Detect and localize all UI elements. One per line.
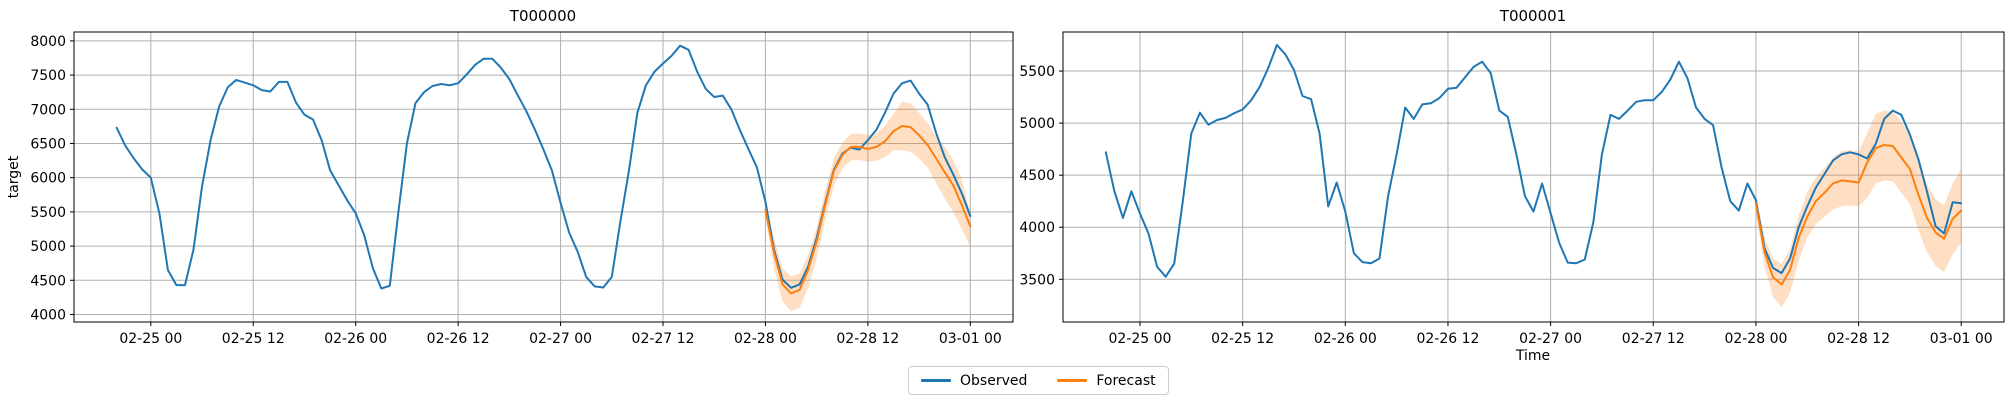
xtick-label: 02-28 00 xyxy=(1724,331,1787,347)
xtick-label: 02-26 00 xyxy=(1314,331,1377,347)
panel-title-t000001: T000001 xyxy=(1499,7,1567,25)
grid-T000000 xyxy=(74,32,1013,322)
xtick-label: 03-01 00 xyxy=(939,331,1002,347)
xtick-label: 02-27 12 xyxy=(1622,331,1685,347)
panel-title-t000000: T000000 xyxy=(509,7,577,25)
xtick-label: 02-28 12 xyxy=(836,331,899,347)
observed-line-swatch xyxy=(921,379,951,382)
ytick-label: 4000 xyxy=(1019,220,1055,236)
xtick-label: 02-26 00 xyxy=(324,331,387,347)
y-axis-label-target: target xyxy=(6,155,22,199)
forecast-line-swatch xyxy=(1057,379,1088,382)
xtick-label: 02-25 12 xyxy=(222,331,285,347)
panel-T000000: 4000 4500 5000 5500 6000 6500 7000 7500 8000 02-2… xyxy=(30,31,1014,347)
legend-label-observed: Observed xyxy=(960,372,1028,389)
xtick-label: 02-25 12 xyxy=(1211,331,1274,347)
xtick-label: 02-27 00 xyxy=(1519,331,1582,347)
ytick-label: 6500 xyxy=(30,136,66,152)
ticks-T000001: 3500 4000 4500 5000 5500 02-25 00 02-25 12 02-2… xyxy=(1019,64,1992,347)
ytick-label: 4500 xyxy=(1019,168,1055,184)
xtick-label: 02-27 00 xyxy=(529,331,592,347)
observed-line-T000001 xyxy=(1104,44,1963,278)
legend-item-forecast: Forecast xyxy=(1057,372,1156,389)
xtick-label: 02-28 00 xyxy=(734,331,797,347)
ytick-label: 5500 xyxy=(30,205,66,221)
legend-item-observed: Observed xyxy=(921,373,1027,389)
ticks-T000000: 4000 4500 5000 5500 6000 6500 7000 7500 8000 02-2… xyxy=(30,34,1001,347)
confidence-band-T000000 xyxy=(765,101,971,312)
x-axis-label-time: Time xyxy=(1515,348,1551,364)
ytick-label: 7500 xyxy=(30,68,66,84)
xtick-label: 02-25 00 xyxy=(1109,331,1172,347)
ytick-label: 7000 xyxy=(30,102,66,118)
xtick-label: 02-28 12 xyxy=(1827,331,1890,347)
ytick-label: 4000 xyxy=(30,307,66,323)
xtick-label: 02-26 12 xyxy=(1416,331,1479,347)
ytick-label: 5000 xyxy=(30,239,66,255)
panel-T000001: 3500 4000 4500 5000 5500 02-25 00 02-25 12 02-2… xyxy=(1019,31,2005,347)
ytick-label: 3500 xyxy=(1019,272,1055,288)
axes-frame-T000001 xyxy=(1062,31,2005,323)
ytick-label: 4500 xyxy=(30,273,66,289)
axes-frame-T000000 xyxy=(73,31,1014,323)
confidence-band-T000001 xyxy=(1755,110,1962,308)
ytick-label: 5000 xyxy=(1019,116,1055,132)
ytick-label: 6000 xyxy=(30,171,66,187)
ytick-label: 8000 xyxy=(30,34,66,50)
xtick-label: 03-01 00 xyxy=(1930,331,1993,347)
xtick-label: 02-27 12 xyxy=(632,331,695,347)
ytick-label: 5500 xyxy=(1019,64,1055,80)
forecast-line-T000000 xyxy=(764,125,972,295)
xtick-label: 02-25 00 xyxy=(119,331,182,347)
forecast-line-T000001 xyxy=(1754,144,1963,286)
legend-label-forecast: Forecast xyxy=(1096,372,1156,389)
legend: Observed Forecast xyxy=(908,366,1169,395)
xtick-label: 02-26 12 xyxy=(427,331,490,347)
grid-T000001 xyxy=(1063,32,2004,322)
